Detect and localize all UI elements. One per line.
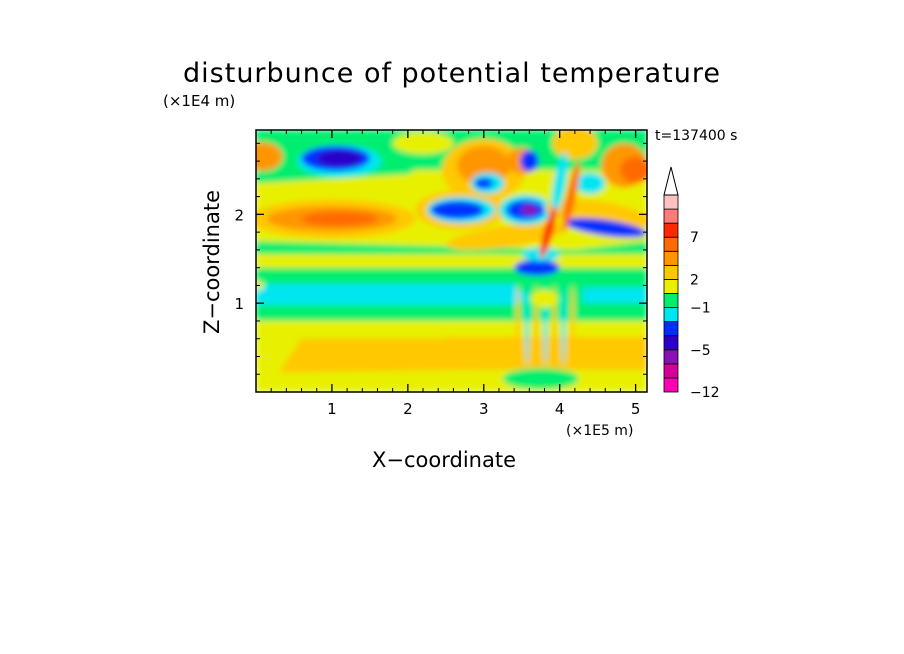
colorbar-swatch (663, 335, 679, 351)
chart-title: disturbunce of potential temperature (183, 58, 721, 89)
x-axis-unit: (×1E5 m) (566, 423, 634, 439)
colorbar-label: −1 (690, 301, 711, 317)
colorbar-swatch (663, 279, 679, 294)
colorbar-label: −12 (690, 385, 720, 401)
x-tick-label: 5 (631, 400, 641, 418)
y-tick-label: 1 (234, 295, 244, 313)
x-tick-label: 2 (403, 400, 413, 418)
colorbar-extend-arrow (663, 166, 679, 196)
colorbar-swatch (663, 293, 679, 308)
colorbar-swatch (663, 363, 679, 379)
x-axis-label: X−coordinate (372, 448, 516, 472)
colorbar-label: −5 (690, 343, 711, 359)
x-tick-label: 3 (479, 400, 489, 418)
colorbar-swatch (663, 250, 679, 266)
x-tick-label: 4 (555, 400, 565, 418)
colorbar-swatch (663, 208, 679, 224)
heatmap-field (256, 130, 647, 392)
colorbar-swatch (663, 349, 679, 365)
y-axis-unit: (×1E4 m) (163, 92, 236, 110)
time-label: t=137400 s (655, 128, 738, 144)
colorbar-swatch (663, 194, 679, 210)
colorbar-swatch (663, 307, 679, 323)
colorbar: 7 2 −1 −5 −12 (663, 166, 720, 401)
colorbar-swatch (663, 377, 679, 393)
colorbar-swatch (663, 321, 679, 337)
colorbar-label: 2 (690, 272, 699, 288)
colorbar-label: 7 (690, 230, 699, 246)
plot-frame (255, 129, 648, 393)
x-tick-label: 1 (327, 400, 337, 418)
colorbar-swatch (663, 236, 679, 252)
y-tick-label: 2 (234, 206, 244, 224)
x-axis: 1 2 3 4 5 (270, 130, 641, 418)
colorbar-swatch (663, 222, 679, 238)
colorbar-swatch (663, 264, 679, 280)
y-axis: 12 (234, 142, 647, 375)
